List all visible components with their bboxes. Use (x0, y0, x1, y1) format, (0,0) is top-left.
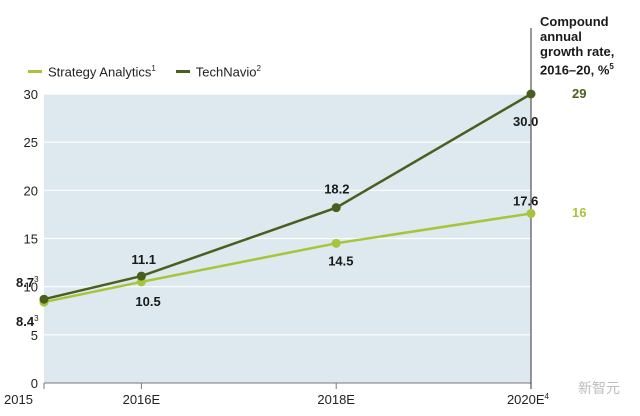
cagr-header-line: Compound (540, 14, 609, 29)
y-tick-label: 15 (24, 232, 38, 247)
data-label: 10.5 (135, 294, 160, 309)
cagr-value-strategy-analytics: 16 (572, 205, 587, 221)
data-point (331, 203, 341, 213)
data-point (136, 271, 146, 281)
legend-swatch (28, 70, 42, 74)
data-label: 8.43 (16, 314, 39, 329)
legend-swatch (175, 70, 190, 74)
data-point (331, 238, 341, 248)
data-point (526, 208, 536, 218)
legend: Strategy Analytics1 TechNavio2 (28, 64, 261, 79)
cagr-header-line: growth rate, (540, 44, 615, 59)
y-tick-label: 10 (24, 280, 38, 295)
data-point (526, 89, 536, 99)
cagr-header: Compound annual growth rate, 2016–20, %5 (540, 14, 640, 77)
y-tick-label: 0 (31, 376, 38, 391)
legend-label: Strategy Analytics1 (48, 64, 156, 80)
series-line (43, 212, 532, 304)
x-tick-label: 2016E (123, 392, 161, 407)
cagr-header-line: 2016–20, %5 (540, 62, 614, 78)
cagr-header-line: annual (540, 29, 582, 44)
legend-item-strategy-analytics: Strategy Analytics1 (28, 64, 156, 79)
data-point (39, 294, 49, 304)
series-line (43, 92, 532, 301)
watermark: 新智元 (578, 381, 620, 397)
data-label: 8.73 (16, 275, 39, 290)
x-tick-label: 2018E (317, 392, 355, 407)
data-label: 30.0 (513, 114, 538, 129)
y-tick-label: 5 (31, 328, 38, 343)
data-label: 17.6 (513, 193, 538, 208)
data-label: 14.5 (328, 253, 353, 268)
data-label: 18.2 (324, 182, 349, 197)
x-tick-label: 2015 (4, 392, 33, 407)
y-tick-label: 30 (24, 87, 38, 102)
legend-label: TechNavio2 (195, 64, 261, 80)
y-tick-label: 25 (24, 135, 38, 150)
legend-item-technavio: TechNavio2 (175, 64, 261, 80)
cagr-value-technavio: 29 (572, 86, 587, 101)
x-tick-label: 2020E4 (507, 392, 550, 407)
data-label: 11.1 (131, 252, 156, 267)
y-tick-label: 20 (24, 183, 38, 198)
